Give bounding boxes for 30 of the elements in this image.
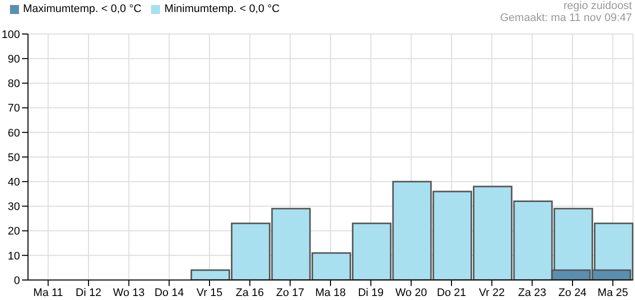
- x-tick-label: Ma 25: [598, 286, 628, 299]
- legend-label: Maximumtemp. < 0,0 °C: [23, 3, 142, 15]
- text: Gemaakt: ma 11 nov 09:47: [500, 12, 632, 24]
- x-tick-label: Ma 11: [33, 286, 64, 299]
- x-tick-label: Za 16: [236, 286, 264, 299]
- y-tick-label: 30: [8, 201, 20, 214]
- y-tick-label: 100: [2, 28, 20, 41]
- x-tick-label: Wo 20: [395, 286, 427, 299]
- y-tick-label: 0: [14, 274, 20, 287]
- y-tick-label: 50: [8, 152, 20, 164]
- x-tick-label: Do 14: [154, 286, 184, 299]
- y-tick-label: 80: [8, 78, 20, 90]
- y-tick-label: 10: [8, 250, 20, 262]
- y-tick-label: 40: [8, 176, 20, 189]
- x-tick-label: Vr 22: [478, 286, 505, 299]
- x-tick-label: Do 21: [436, 286, 466, 299]
- y-tick-label: 60: [8, 127, 20, 140]
- x-tick-label: Vr 15: [196, 286, 222, 299]
- y-tick-label: 20: [8, 226, 20, 238]
- legend-label: Minimumtemp. < 0,0 °C: [164, 3, 280, 15]
- x-tick-label: Di 12: [76, 286, 102, 299]
- x-tick-label: Ma 18: [315, 286, 346, 299]
- x-tick-label: Za 23: [518, 286, 546, 299]
- text: regio zuidoost: [562, 0, 632, 12]
- y-tick-label: 70: [8, 102, 20, 115]
- x-tick-label: Di 19: [358, 286, 384, 299]
- y-tick-label: 90: [8, 54, 20, 66]
- x-tick-label: Zo 24: [558, 286, 587, 299]
- x-tick-label: Wo 13: [113, 286, 145, 299]
- x-tick-label: Zo 17: [276, 286, 304, 299]
